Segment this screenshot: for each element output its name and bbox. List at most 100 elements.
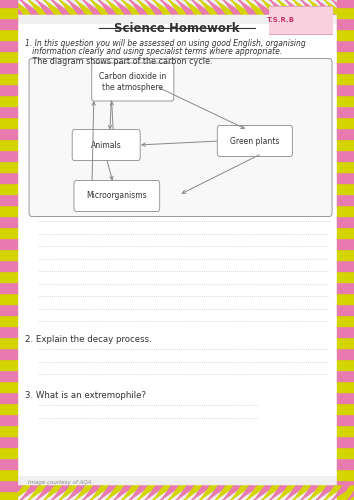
Polygon shape	[0, 359, 17, 370]
FancyBboxPatch shape	[267, 6, 335, 35]
Polygon shape	[209, 0, 243, 14]
Polygon shape	[337, 359, 354, 370]
Polygon shape	[38, 0, 72, 14]
Polygon shape	[0, 337, 17, 348]
Polygon shape	[337, 205, 354, 216]
Text: information clearly and using specialist terms where appropriate.: information clearly and using specialist…	[25, 47, 282, 56]
Polygon shape	[0, 486, 9, 500]
Polygon shape	[0, 73, 17, 84]
Polygon shape	[154, 0, 188, 14]
Polygon shape	[0, 425, 17, 436]
Polygon shape	[162, 486, 196, 500]
Polygon shape	[279, 486, 313, 500]
Polygon shape	[0, 260, 17, 271]
Polygon shape	[337, 183, 354, 194]
Polygon shape	[337, 480, 354, 491]
Polygon shape	[22, 486, 56, 500]
Polygon shape	[0, 326, 17, 337]
Polygon shape	[337, 106, 354, 117]
Polygon shape	[147, 0, 181, 14]
Polygon shape	[295, 0, 329, 14]
Polygon shape	[0, 480, 17, 491]
Polygon shape	[0, 304, 17, 315]
Polygon shape	[139, 0, 173, 14]
Polygon shape	[248, 0, 282, 14]
Polygon shape	[69, 0, 103, 14]
Polygon shape	[337, 117, 354, 128]
Polygon shape	[0, 7, 17, 18]
Text: 2. Explain the decay process.: 2. Explain the decay process.	[25, 335, 152, 344]
Polygon shape	[337, 128, 354, 139]
Polygon shape	[337, 469, 354, 480]
Polygon shape	[295, 486, 329, 500]
Polygon shape	[0, 216, 17, 227]
Polygon shape	[287, 486, 321, 500]
FancyBboxPatch shape	[29, 58, 332, 216]
Polygon shape	[337, 304, 354, 315]
Polygon shape	[108, 0, 142, 14]
Polygon shape	[337, 249, 354, 260]
Polygon shape	[263, 486, 297, 500]
Text: 3. What is an extremophile?: 3. What is an extremophile?	[25, 391, 146, 400]
Polygon shape	[0, 205, 17, 216]
Polygon shape	[0, 414, 17, 425]
Polygon shape	[224, 486, 258, 500]
Polygon shape	[0, 370, 17, 381]
Polygon shape	[84, 486, 118, 500]
Text: The diagram shows part of the carbon cycle.: The diagram shows part of the carbon cyc…	[25, 57, 212, 66]
Polygon shape	[30, 486, 64, 500]
Polygon shape	[337, 7, 354, 18]
Polygon shape	[45, 486, 79, 500]
Polygon shape	[337, 260, 354, 271]
Polygon shape	[100, 486, 134, 500]
Polygon shape	[302, 0, 336, 14]
Polygon shape	[349, 486, 354, 500]
Polygon shape	[38, 486, 72, 500]
Polygon shape	[170, 0, 204, 14]
Polygon shape	[337, 194, 354, 205]
Polygon shape	[326, 0, 354, 14]
Text: T.S.R.B: T.S.R.B	[267, 17, 295, 23]
Polygon shape	[337, 62, 354, 73]
Polygon shape	[69, 486, 103, 500]
Polygon shape	[100, 0, 134, 14]
Polygon shape	[0, 95, 17, 106]
Polygon shape	[115, 486, 149, 500]
Polygon shape	[0, 348, 17, 359]
Polygon shape	[0, 469, 17, 480]
Polygon shape	[0, 0, 9, 14]
Polygon shape	[0, 486, 33, 500]
Polygon shape	[14, 486, 48, 500]
FancyBboxPatch shape	[217, 126, 292, 156]
Polygon shape	[318, 0, 352, 14]
Polygon shape	[0, 315, 17, 326]
Polygon shape	[0, 0, 17, 7]
Polygon shape	[53, 0, 87, 14]
Polygon shape	[337, 436, 354, 447]
Polygon shape	[337, 227, 354, 238]
Polygon shape	[337, 326, 354, 337]
Polygon shape	[185, 0, 219, 14]
Polygon shape	[22, 0, 56, 14]
Polygon shape	[0, 161, 17, 172]
Polygon shape	[108, 486, 142, 500]
Polygon shape	[0, 486, 25, 500]
Polygon shape	[240, 0, 274, 14]
Polygon shape	[209, 486, 243, 500]
Polygon shape	[92, 0, 126, 14]
Polygon shape	[193, 486, 227, 500]
Polygon shape	[232, 486, 266, 500]
Polygon shape	[337, 370, 354, 381]
Text: Animals: Animals	[91, 140, 121, 149]
Polygon shape	[310, 486, 344, 500]
Polygon shape	[178, 486, 212, 500]
Polygon shape	[0, 491, 17, 500]
Polygon shape	[0, 238, 17, 249]
Polygon shape	[0, 0, 33, 14]
Polygon shape	[0, 0, 25, 14]
Polygon shape	[131, 0, 165, 14]
Polygon shape	[0, 117, 17, 128]
Polygon shape	[0, 486, 17, 500]
Polygon shape	[0, 18, 17, 29]
Polygon shape	[349, 0, 354, 14]
